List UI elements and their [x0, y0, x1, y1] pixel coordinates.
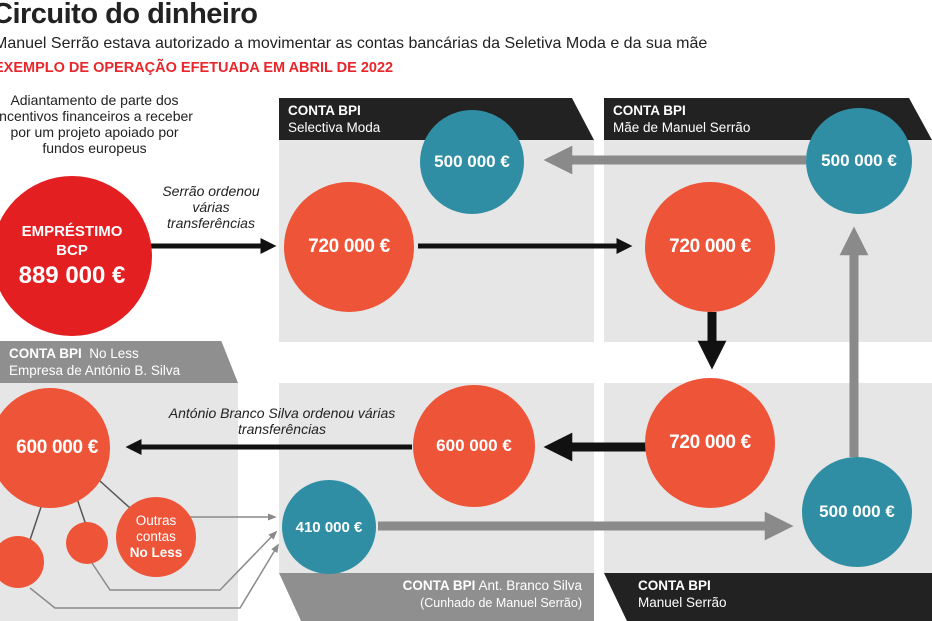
loan-circle: EMPRÉSTIMO BCP 889 000 €	[0, 176, 152, 336]
account-header-serrao: CONTA BPI Manuel Serrão	[604, 573, 932, 621]
account-name: No Less	[89, 346, 139, 361]
transfer-note-serrao: Serrão ordenou várias transferências	[162, 183, 260, 231]
account-header-branco: CONTA BPI Ant. Branco Silva (Cunhado de …	[279, 573, 594, 621]
account-name: Selectiva Moda	[288, 120, 381, 135]
branch-to-branco-2	[91, 530, 278, 591]
account-bank: CONTA BPI	[613, 103, 686, 118]
amount-circle-mae-in: 720 000 €	[645, 182, 775, 312]
account-bank: CONTA BPI	[638, 578, 711, 593]
account-owner: (Cunhado de Manuel Serrão)	[420, 596, 582, 610]
amount-circle-selectiva-in: 720 000 €	[284, 182, 414, 312]
other-accounts-line3: No Less	[129, 545, 183, 560]
amount-circle-branco-in: 600 000 €	[413, 385, 535, 507]
other-accounts-line2: contas	[136, 529, 176, 544]
account-name: Mãe de Manuel Serrão	[613, 120, 751, 135]
amount-circle-noless-in: 600 000 €	[0, 388, 110, 508]
page-subtitle: Manuel Serrão estava autorizado a movime…	[0, 35, 708, 52]
loan-label: EMPRÉSTIMO BCP	[21, 223, 123, 259]
account-header-noless: CONTA BPI No Less Empresa de António B. …	[0, 341, 238, 383]
amount-circle-serrao-out: 500 000 €	[802, 457, 912, 567]
intro-note: Adiantamento de parte dos incentivos fin…	[0, 92, 193, 156]
noless-sub-circle	[0, 536, 44, 588]
operation-kicker: EXEMPLO DE OPERAÇÃO EFETUADA EM ABRIL DE…	[0, 60, 394, 76]
amount-circle-serrao-in: 720 000 €	[645, 378, 775, 508]
account-name: Manuel Serrão	[638, 595, 727, 610]
branch-to-branco-3	[29, 543, 279, 609]
account-name: Ant. Branco Silva	[478, 578, 582, 593]
amount-circle-selectiva-out: 500 000 €	[420, 110, 524, 214]
loan-amount: 889 000 €	[18, 262, 126, 289]
account-bank: CONTA BPI	[288, 103, 361, 118]
noless-sub-circle	[66, 522, 108, 564]
account-owner: Empresa de António B. Silva	[9, 363, 181, 378]
other-accounts-line1: Outras	[135, 513, 177, 528]
account-bank: CONTA BPI	[402, 578, 476, 593]
page-title: Circuito do dinheiro	[0, 0, 258, 30]
amount-circle-mae-out: 500 000 €	[806, 108, 912, 214]
other-accounts-circle: Outras contas No Less	[116, 497, 196, 577]
amount-circle-branco-out: 410 000 €	[282, 480, 376, 574]
account-bank: CONTA BPI	[9, 346, 82, 361]
transfer-note-branco: António Branco Silva ordenou várias tran…	[168, 405, 396, 437]
